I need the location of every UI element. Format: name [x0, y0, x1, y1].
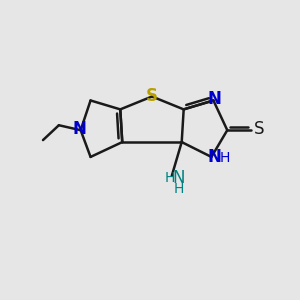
- Text: S: S: [146, 86, 158, 104]
- Text: N: N: [208, 148, 221, 166]
- Text: S: S: [254, 120, 264, 138]
- Text: H: H: [165, 171, 175, 185]
- Text: H: H: [173, 182, 184, 196]
- Text: N: N: [73, 120, 87, 138]
- Text: N: N: [208, 91, 221, 109]
- Text: H: H: [220, 151, 230, 165]
- Text: N: N: [172, 169, 185, 187]
